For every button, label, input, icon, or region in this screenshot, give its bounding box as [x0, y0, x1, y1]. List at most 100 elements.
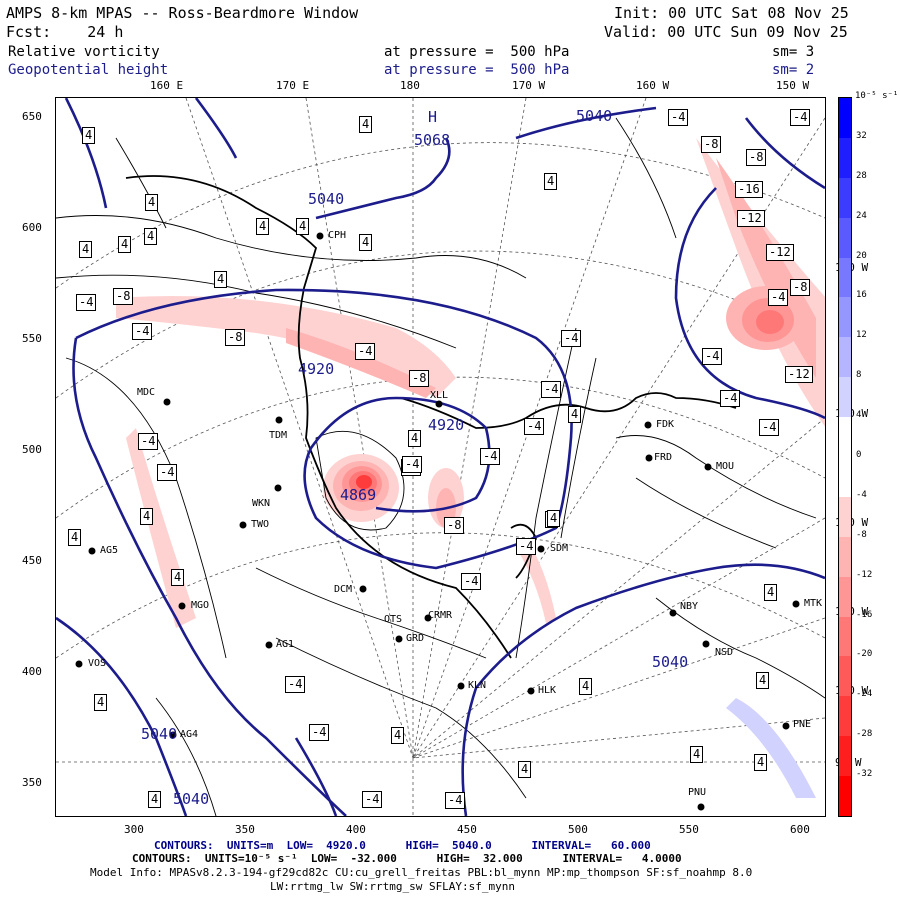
lon-label-170e: 170 E	[276, 79, 310, 92]
vort-label: 4	[256, 218, 270, 235]
colorbar-label: -32	[856, 769, 873, 780]
vort-label: 4	[568, 406, 582, 423]
lon-label-170w: 170 W	[512, 79, 546, 92]
vort-label: 4	[296, 218, 310, 235]
vort-label: 4	[690, 746, 704, 763]
colorbar-label: -20	[856, 649, 873, 660]
lon-label-160w: 160 W	[636, 79, 670, 92]
colorbar-segment	[839, 576, 851, 618]
model-info: Model Info: MPASv8.2.3-194-gf29cd82c CU:…	[90, 866, 753, 879]
y-tick-350: 350	[22, 776, 42, 789]
station-label: KLN	[468, 680, 487, 691]
colorbar-label: 8	[856, 370, 862, 381]
forecast-hour: Fcst: 24 h	[6, 23, 124, 41]
vort-label: 4	[148, 791, 162, 808]
y-tick-650: 650	[22, 110, 42, 123]
colorbar	[838, 97, 852, 817]
vorticity-shading	[116, 138, 825, 798]
vort-label: -8	[409, 370, 430, 387]
vort-label: 4	[754, 754, 768, 771]
colorbar-segment	[839, 177, 851, 219]
vort-label: -4	[480, 448, 501, 465]
map-graphics	[56, 98, 825, 816]
height-label: 5040	[576, 107, 613, 125]
colorbar-segment	[839, 736, 851, 777]
station-label: AG1	[276, 639, 295, 650]
colorbar-label: 28	[856, 170, 867, 181]
x-tick-400: 400	[346, 823, 366, 836]
station-label: TDM	[269, 430, 288, 441]
vort-label: -4	[720, 390, 741, 407]
vort-label: -4	[76, 294, 97, 311]
station-label: MGO	[191, 600, 210, 611]
vort-label: 4	[118, 236, 132, 253]
vort-label: -4	[790, 109, 811, 126]
vort-label: 4	[518, 761, 532, 778]
y-tick-450: 450	[22, 554, 42, 567]
station-label: GRD	[406, 633, 425, 644]
vort-label: -4	[768, 289, 789, 306]
colorbar-segment	[839, 457, 851, 498]
colorbar-segment	[839, 137, 851, 179]
vort-label: -4	[524, 418, 545, 435]
vorticity-contour-info: CONTOURS: UNITS=10⁻⁵ s⁻¹ LOW= -32.000 HI…	[132, 852, 682, 865]
colorbar-segment	[839, 696, 851, 737]
height-contours	[56, 98, 825, 816]
vort-label: 4	[391, 727, 405, 744]
height-label: 5040	[141, 725, 178, 743]
station-label: HLK	[538, 685, 557, 696]
field2-name: Geopotential height	[8, 62, 169, 78]
colorbar-segment	[839, 297, 851, 338]
vort-label: -8	[225, 329, 246, 346]
colorbar-segment	[839, 377, 851, 418]
vort-label: -8	[746, 149, 767, 166]
vort-label: 4	[359, 116, 373, 133]
vort-label: -8	[701, 136, 722, 153]
vort-label: 4	[579, 678, 593, 695]
vort-label: 4	[547, 510, 561, 527]
vort-label: -12	[785, 366, 813, 383]
x-tick-450: 450	[457, 823, 477, 836]
station-label: CRMR	[428, 610, 453, 621]
field2-smoothing: sm= 2	[772, 62, 815, 78]
colorbar-segment	[839, 217, 851, 259]
y-tick-500: 500	[22, 443, 42, 456]
station-label: PNE	[793, 719, 812, 730]
vort-label: 4	[756, 672, 770, 689]
vort-label: -4	[461, 573, 482, 590]
graticule	[56, 98, 825, 816]
vort-label: 4	[145, 194, 159, 211]
colorbar-segment	[839, 496, 851, 538]
colorbar-segment	[839, 417, 851, 458]
vort-label: 4	[82, 127, 96, 144]
colorbar-unit: 10⁻⁵ s⁻¹	[855, 91, 899, 101]
map-panel: 5040 5040 5040 5040 5040 4920 4920 4869 …	[55, 97, 826, 817]
station-label: MOU	[716, 461, 735, 472]
vort-label: -4	[668, 109, 689, 126]
field1-smoothing: sm= 3	[772, 44, 815, 60]
vort-label: -4	[132, 323, 153, 340]
vort-label: -4	[516, 538, 537, 555]
vort-label: 4	[764, 584, 778, 601]
height-label: 5040	[308, 190, 345, 208]
station-label: OTS	[384, 614, 403, 625]
x-tick-550: 550	[679, 823, 699, 836]
field1-pressure: at pressure = 500 hPa	[384, 44, 570, 60]
vort-label: -4	[561, 330, 582, 347]
station-label: AG5	[100, 545, 119, 556]
station-label: FRD	[654, 452, 673, 463]
vort-label: 4	[544, 173, 558, 190]
height-high-marker: H	[428, 108, 438, 126]
x-tick-600: 600	[790, 823, 810, 836]
station-label: FDK	[656, 419, 675, 430]
colorbar-label: 24	[856, 210, 867, 221]
y-tick-400: 400	[22, 665, 42, 678]
station-label: NBY	[680, 601, 699, 612]
vort-label: 4	[408, 430, 422, 447]
station-label: SDM	[550, 543, 569, 554]
station-label: NSD	[715, 647, 734, 658]
colorbar-segment	[839, 616, 851, 657]
station-label: CPH	[328, 230, 347, 241]
x-tick-350: 350	[235, 823, 255, 836]
vort-label: -8	[113, 288, 134, 305]
